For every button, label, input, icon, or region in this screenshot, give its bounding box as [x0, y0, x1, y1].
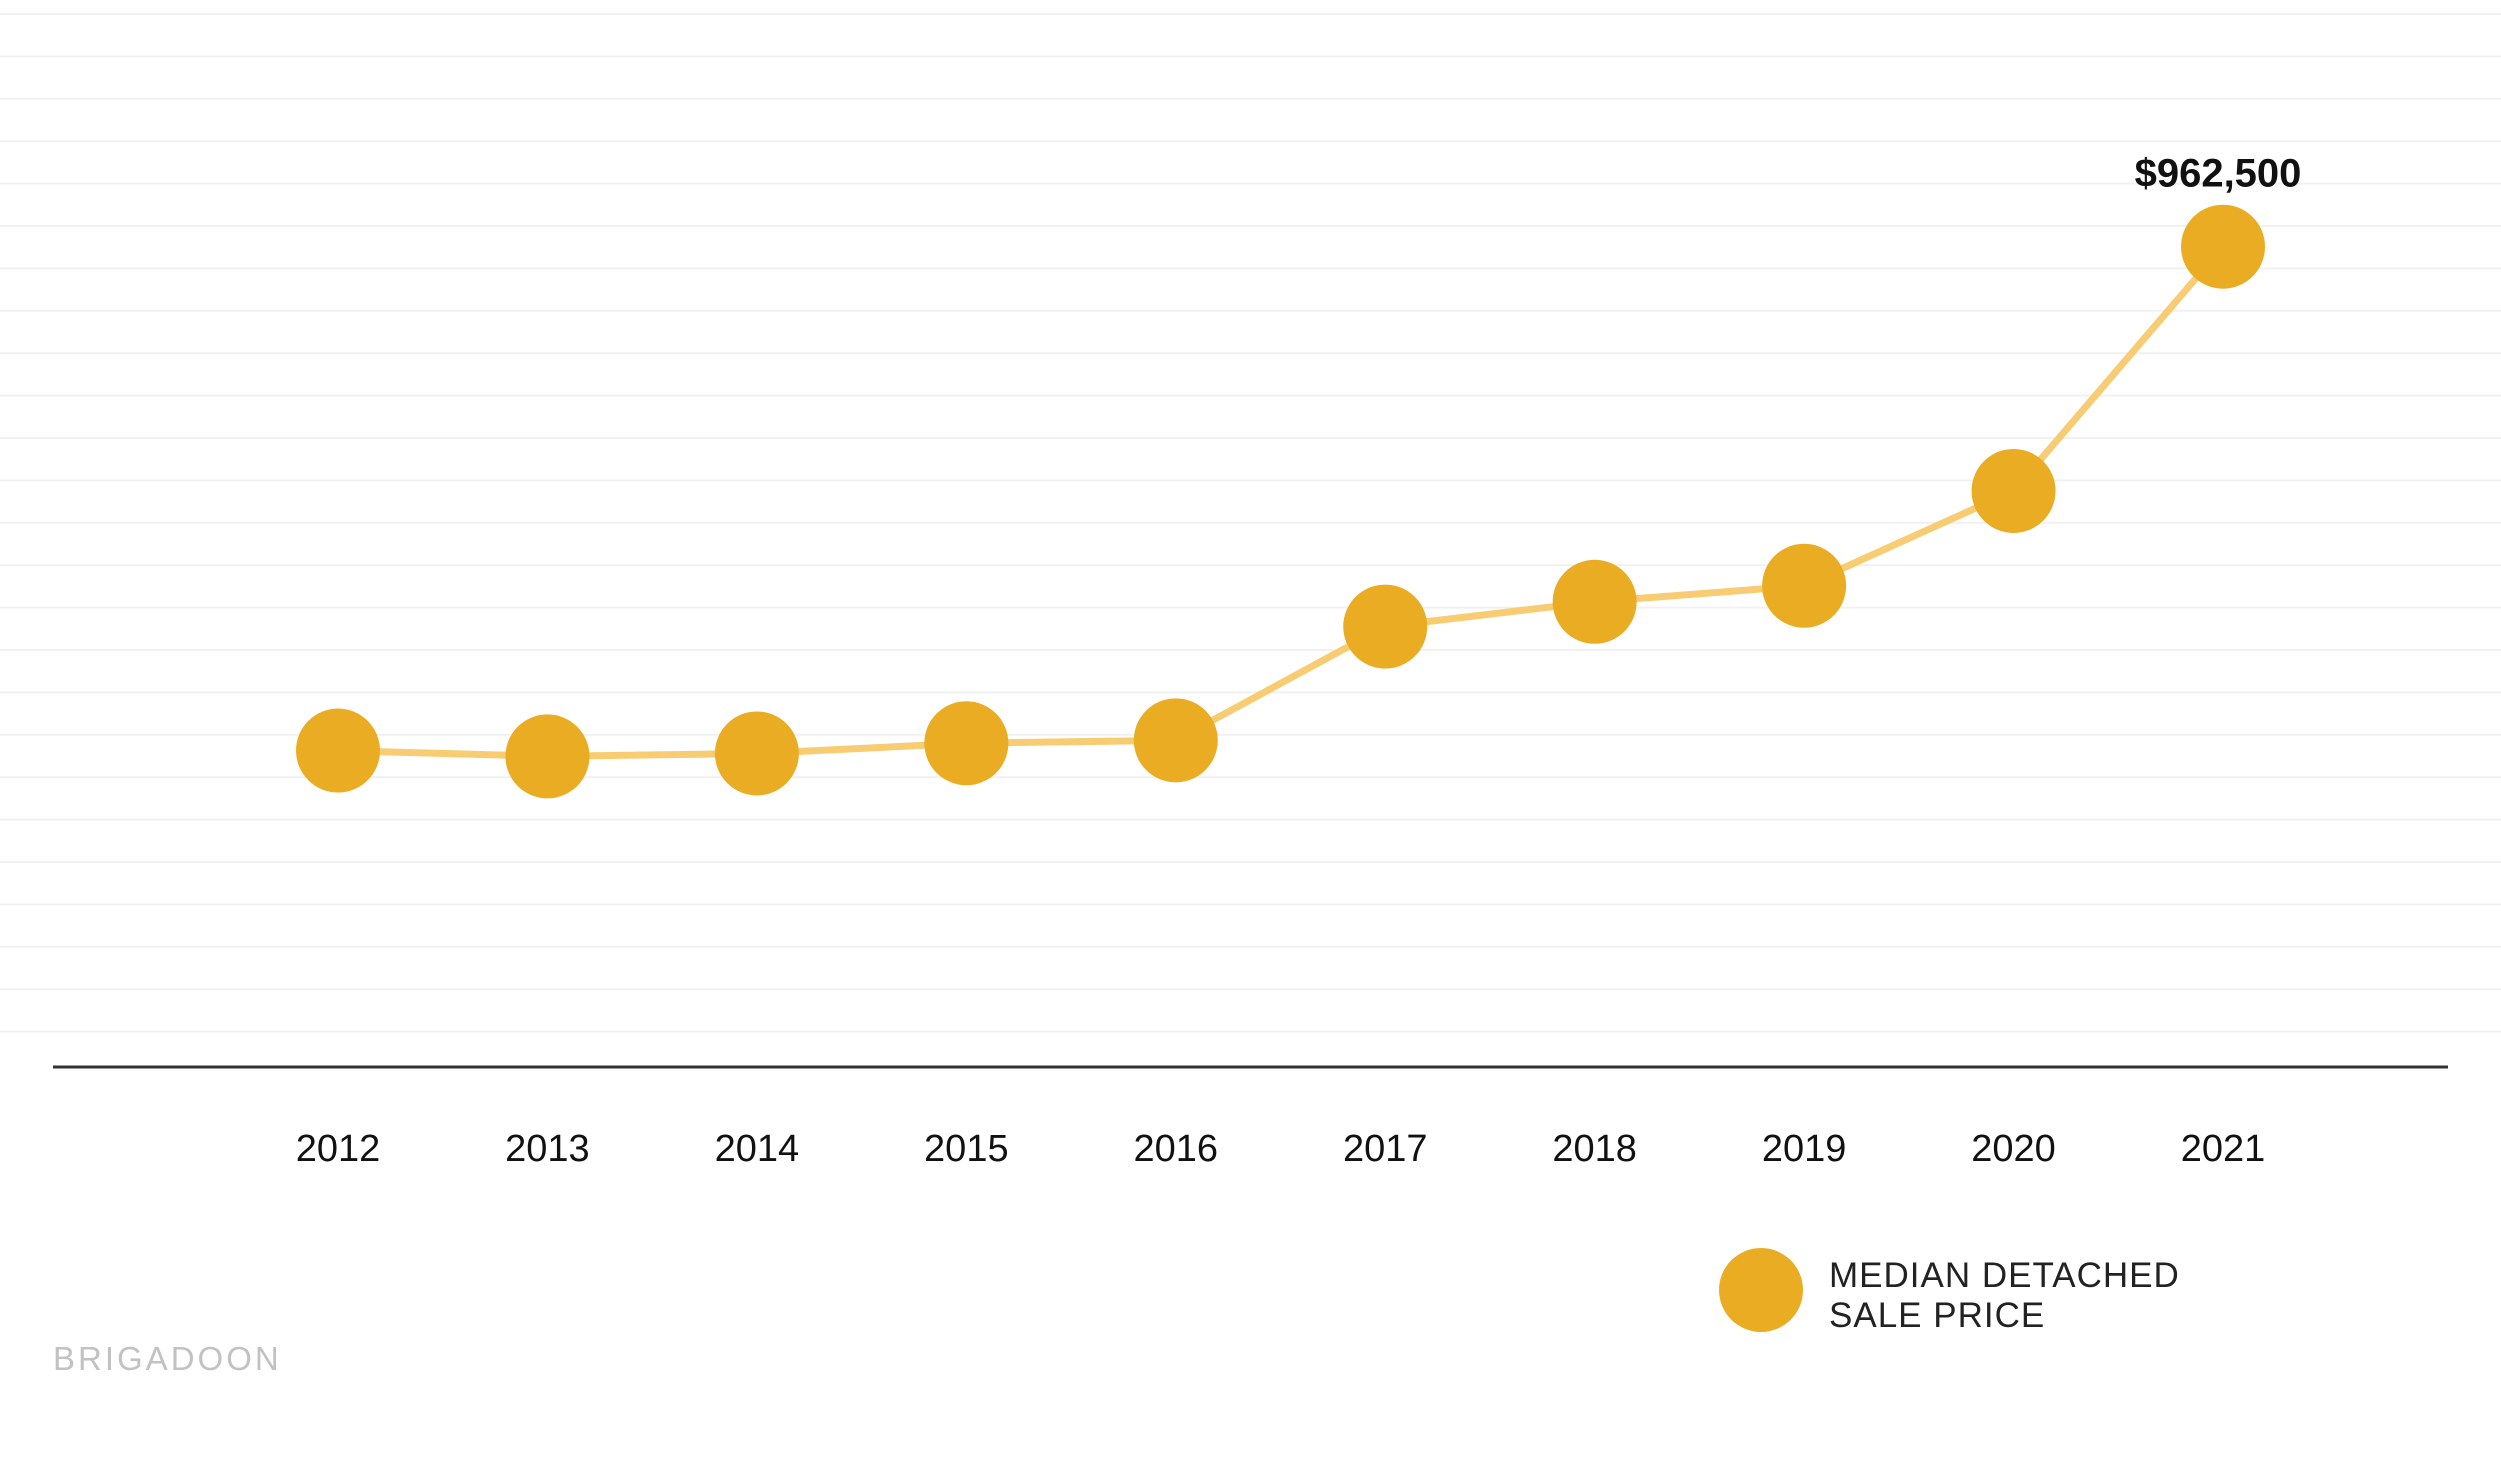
x-tick-label: 2018	[1552, 1128, 1637, 1170]
x-tick-labels: 2012 2013 2014 2015 2016 2017 2018 2019 2020 2021	[296, 1128, 2266, 1170]
x-tick-label: 2015	[924, 1128, 1009, 1170]
x-tick-label: 2013	[505, 1128, 590, 1170]
x-tick-label: 2017	[1343, 1128, 1428, 1170]
x-tick-label: 2014	[715, 1128, 800, 1170]
x-tick-label: 2016	[1134, 1128, 1219, 1170]
value-annotations: $962,500	[2135, 152, 2302, 196]
data-point-2020	[1971, 448, 2056, 533]
data-label: $962,500	[2135, 152, 2302, 196]
data-point-2015	[924, 701, 1009, 786]
data-point-2021	[2181, 204, 2265, 289]
x-tick-label: 2021	[2181, 1128, 2266, 1170]
data-point-2012	[296, 708, 380, 793]
brand-watermark: BRIGADOON	[53, 1340, 282, 1377]
x-tick-label: 2019	[1762, 1128, 1847, 1170]
legend-label-line1: MEDIAN DETACHED	[1829, 1256, 2180, 1295]
data-point-2019	[1762, 543, 1847, 628]
x-tick-label: 2012	[296, 1128, 381, 1170]
data-point-2018	[1552, 559, 1637, 644]
series-line	[334, 243, 2227, 760]
legend: MEDIAN DETACHED SALE PRICE	[1719, 1248, 2180, 1335]
data-point-2014	[714, 711, 799, 796]
data-points	[296, 204, 2265, 799]
data-point-2016	[1133, 698, 1218, 783]
x-tick-label: 2020	[1971, 1128, 2056, 1170]
legend-label-line2: SALE PRICE	[1829, 1296, 2045, 1335]
grid-lines	[0, 13, 2501, 1033]
data-point-2013	[505, 714, 590, 799]
data-point-2017	[1343, 584, 1428, 669]
legend-marker	[1719, 1248, 1803, 1332]
